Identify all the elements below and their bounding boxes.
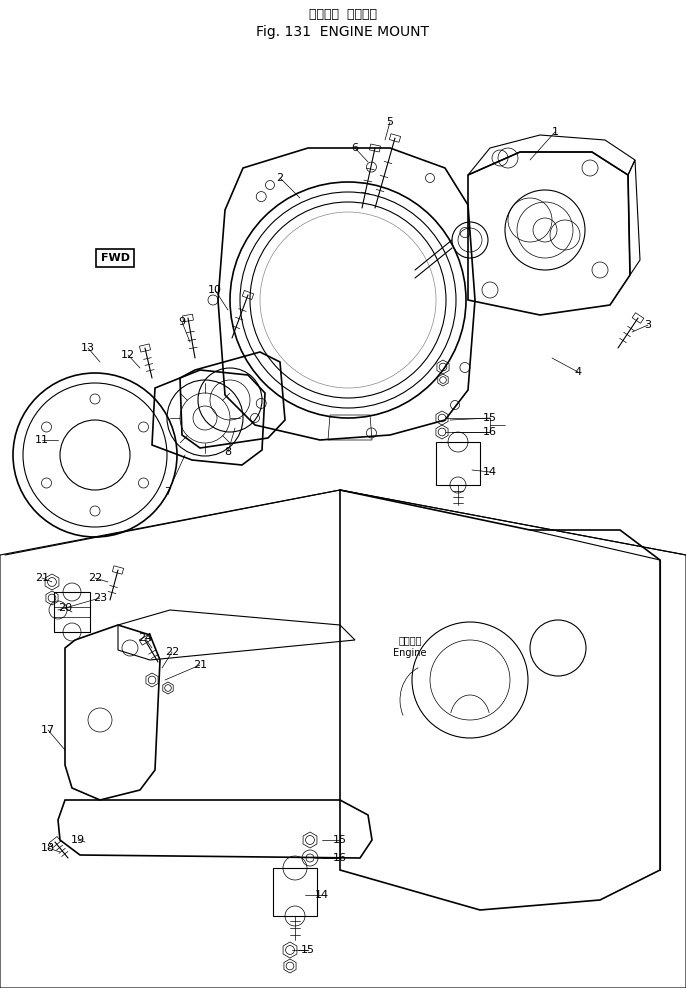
Text: 23: 23 — [93, 593, 107, 603]
Text: 21: 21 — [35, 573, 49, 583]
Text: 15: 15 — [333, 835, 347, 845]
Text: 1: 1 — [552, 127, 558, 137]
Text: 10: 10 — [208, 285, 222, 295]
Text: 3: 3 — [645, 320, 652, 330]
Text: 22: 22 — [88, 573, 102, 583]
Text: 9: 9 — [178, 317, 185, 327]
Text: エンジン: エンジン — [399, 635, 422, 645]
Text: 15: 15 — [301, 945, 315, 955]
Text: FWD: FWD — [101, 253, 130, 263]
Text: 12: 12 — [121, 350, 135, 360]
Text: 18: 18 — [41, 843, 55, 853]
Text: 24: 24 — [138, 633, 152, 643]
Text: 16: 16 — [333, 853, 347, 863]
Text: Fig. 131  ENGINE MOUNT: Fig. 131 ENGINE MOUNT — [257, 25, 429, 39]
Text: 22: 22 — [165, 647, 179, 657]
Text: 20: 20 — [58, 603, 72, 613]
Text: 6: 6 — [351, 143, 359, 153]
Text: 8: 8 — [224, 447, 232, 457]
Text: 16: 16 — [483, 427, 497, 437]
Text: 21: 21 — [193, 660, 207, 670]
Text: 11: 11 — [35, 435, 49, 445]
Text: 14: 14 — [483, 467, 497, 477]
Text: 5: 5 — [386, 117, 394, 127]
Text: エンジン  マウント: エンジン マウント — [309, 9, 377, 22]
Text: 15: 15 — [483, 413, 497, 423]
Text: Engine: Engine — [393, 648, 427, 658]
Text: 13: 13 — [81, 343, 95, 353]
Text: 4: 4 — [574, 367, 582, 377]
Text: 17: 17 — [41, 725, 55, 735]
Text: 7: 7 — [165, 487, 172, 497]
Text: 19: 19 — [71, 835, 85, 845]
Text: 2: 2 — [276, 173, 283, 183]
Text: 14: 14 — [315, 890, 329, 900]
